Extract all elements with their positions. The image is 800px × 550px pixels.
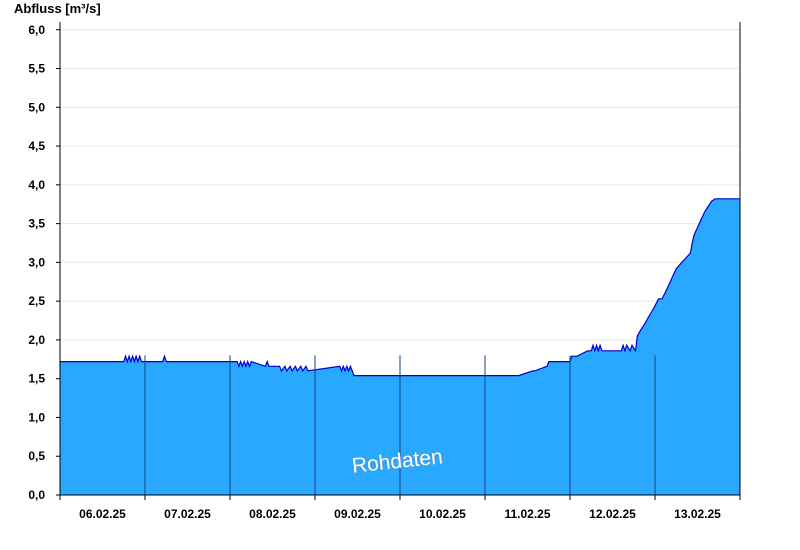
y-tick-label: 4,5 <box>28 139 45 153</box>
x-tick-label: 12.02.25 <box>589 507 636 521</box>
y-tick-label: 1,0 <box>28 410 45 424</box>
y-tick-label: 3,5 <box>28 217 45 231</box>
discharge-line <box>60 198 740 377</box>
y-tick-label: 1,5 <box>28 372 45 386</box>
y-tick-label: 5,5 <box>28 62 45 76</box>
y-tick-label: 3,0 <box>28 255 45 269</box>
x-tick-label: 08.02.25 <box>249 507 296 521</box>
x-tick-label: 07.02.25 <box>164 507 211 521</box>
y-tick-label: 6,0 <box>28 23 45 37</box>
y-axis-label: Abfluss [m³/s] <box>14 1 101 16</box>
y-tick-label: 2,5 <box>28 294 45 308</box>
y-tick-label: 5,0 <box>28 100 45 114</box>
x-tick-label: 11.02.25 <box>504 507 550 521</box>
x-tick-label: 13.02.25 <box>674 507 721 521</box>
y-tick-label: 0,0 <box>28 488 45 502</box>
x-tick-label: 10.02.25 <box>419 507 466 521</box>
y-tick-label: 4,0 <box>28 178 45 192</box>
axes: 0,0 0,5 1,0 1,5 2,0 2,5 3,0 3,5 4,0 4,5 5,0 5,5 6,0 0… <box>28 22 741 521</box>
y-tick-label: 2,0 <box>28 333 45 347</box>
x-tick-label: 06.02.25 <box>79 507 126 521</box>
plot-area <box>60 198 740 496</box>
x-tick-label: 09.02.25 <box>334 507 381 521</box>
y-tick-label: 0,5 <box>28 449 45 463</box>
